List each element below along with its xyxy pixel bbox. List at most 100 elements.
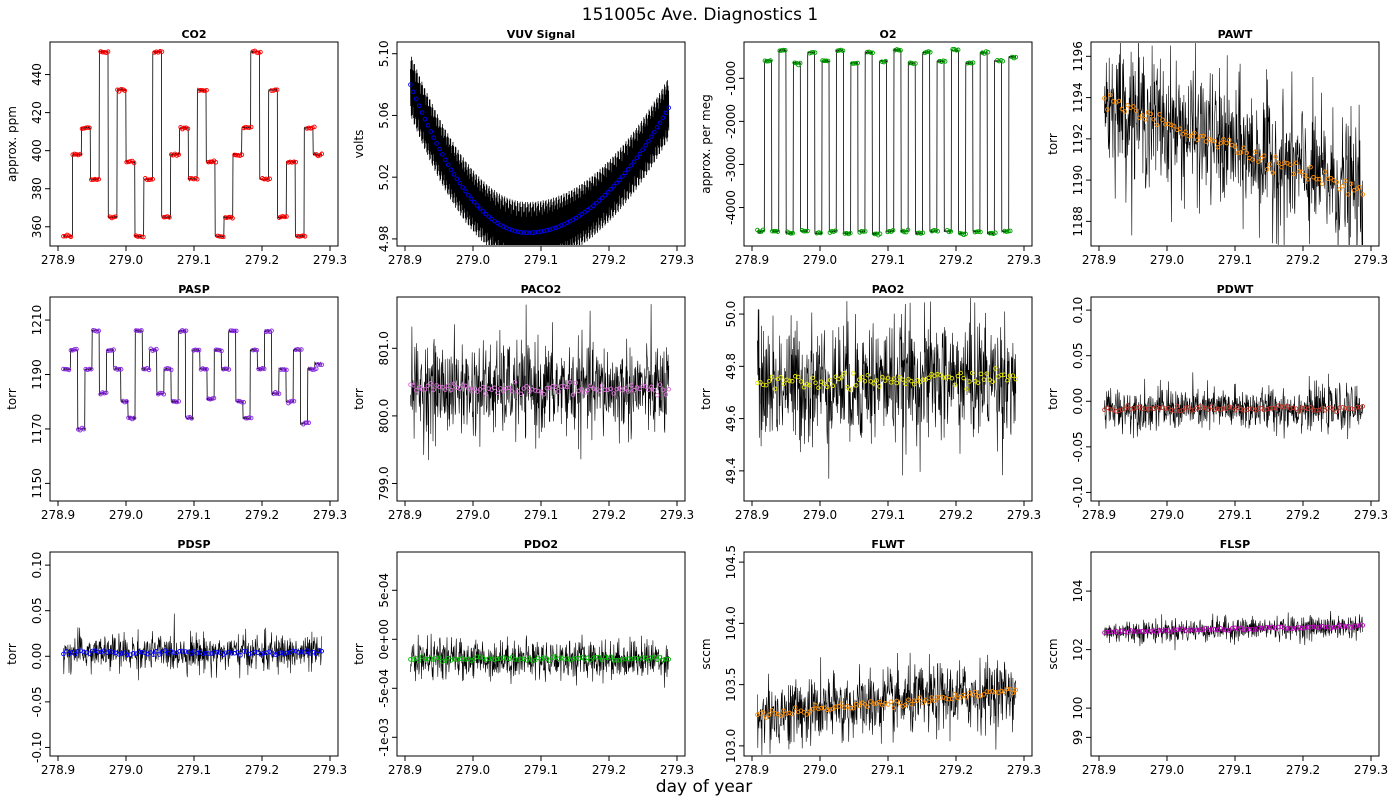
avg-marker [978, 371, 984, 377]
avg-marker [1218, 140, 1223, 146]
avg-marker [643, 143, 648, 148]
y-tick-label: 799.0 [377, 466, 391, 500]
avg-marker [274, 391, 280, 396]
avg-marker [579, 212, 584, 217]
avg-marker [130, 651, 136, 656]
avg-marker [267, 649, 272, 654]
avg-marker [131, 415, 137, 421]
avg-marker [885, 702, 891, 707]
avg-marker [840, 48, 846, 53]
avg-marker [657, 382, 663, 387]
avg-marker [486, 214, 492, 219]
avg-marker [492, 385, 497, 390]
avg-marker [128, 159, 133, 164]
avg-marker [96, 328, 102, 334]
avg-marker [634, 656, 640, 661]
avg-marker [652, 129, 657, 135]
avg-marker [1247, 406, 1252, 412]
y-tick-label: 5e-04 [377, 573, 391, 608]
avg-marker [451, 381, 457, 386]
avg-marker [848, 387, 853, 392]
avg-marker [790, 230, 796, 236]
avg-marker [191, 648, 197, 654]
avg-marker [506, 385, 512, 391]
avg-marker [312, 124, 317, 130]
avg-marker [413, 96, 419, 102]
avg-marker [585, 207, 590, 213]
avg-marker [1258, 625, 1264, 631]
avg-marker [87, 366, 92, 372]
x-tick-label: 278.9 [1082, 763, 1116, 777]
avg-marker [666, 657, 672, 662]
avg-marker [203, 650, 208, 656]
avg-marker [498, 386, 503, 391]
avg-marker [943, 696, 949, 701]
avg-marker [515, 229, 521, 235]
avg-marker [150, 176, 155, 182]
avg-marker [1302, 625, 1308, 631]
avg-marker [911, 61, 916, 66]
y-tick-label: 1170 [30, 414, 44, 445]
avg-marker [1282, 625, 1287, 631]
avg-marker [1154, 122, 1159, 128]
avg-marker [61, 234, 66, 239]
x-tick-label: 278.9 [388, 763, 422, 777]
avg-marker [903, 702, 908, 708]
avg-marker [821, 381, 827, 386]
avg-marker [885, 375, 891, 381]
avg-marker [863, 229, 868, 234]
avg-marker [952, 382, 958, 387]
avg-marker [183, 649, 188, 654]
avg-marker [1334, 179, 1339, 185]
avg-marker [443, 157, 448, 162]
avg-marker [985, 49, 991, 55]
avg-marker [1131, 406, 1136, 411]
avg-marker [946, 696, 952, 702]
avg-marker [1273, 405, 1278, 411]
avg-marker [75, 649, 81, 654]
avg-marker [1340, 624, 1345, 629]
y-axis-label: torr [5, 643, 19, 665]
avg-marker [219, 234, 224, 239]
avg-marker [877, 699, 882, 705]
panel-title: PDO2 [524, 538, 558, 551]
avg-marker [990, 689, 995, 694]
avg-marker [1139, 406, 1145, 412]
avg-marker [550, 226, 555, 231]
avg-marker [182, 328, 187, 334]
avg-marker [964, 694, 969, 700]
avg-marker [1160, 117, 1165, 122]
avg-marker [1343, 406, 1348, 411]
avg-marker [1319, 623, 1325, 629]
avg-marker [244, 649, 249, 654]
avg-marker [234, 328, 239, 334]
avg-marker [1221, 627, 1226, 632]
avg-marker [657, 120, 663, 125]
avg-marker [544, 228, 550, 233]
avg-marker [781, 708, 786, 713]
avg-marker [821, 705, 827, 710]
avg-marker [1209, 627, 1215, 632]
avg-marker [562, 384, 567, 389]
avg-marker [1113, 409, 1119, 414]
avg-marker [816, 706, 821, 712]
avg-marker [215, 650, 220, 655]
avg-marker [509, 388, 515, 394]
x-tick-label: 278.9 [41, 763, 75, 777]
avg-marker [894, 380, 900, 386]
avg-marker [177, 649, 182, 654]
avg-marker [1166, 121, 1171, 127]
avg-marker [582, 210, 587, 215]
avg-marker [975, 694, 981, 699]
avg-marker [94, 177, 100, 183]
panel-flwt: FLWT 278.9 279.0 279.1 279.2 279.3 103.0 103.5 1… [699, 538, 1041, 777]
avg-marker [1264, 167, 1270, 172]
avg-marker [252, 347, 258, 352]
avg-marker [643, 384, 648, 389]
x-tick-label: 279.3 [1354, 253, 1388, 267]
avg-marker [87, 651, 92, 656]
panel-title: FLSP [1220, 538, 1251, 551]
plot-area [755, 298, 1019, 479]
panel-title: PASP [178, 283, 210, 296]
avg-marker [1013, 687, 1019, 693]
